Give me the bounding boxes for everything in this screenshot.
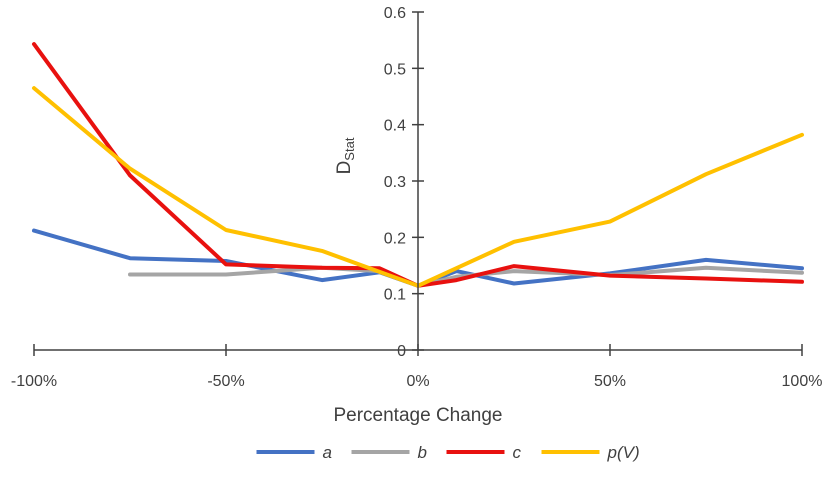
x-tick-label: -100% [11,373,57,390]
y-tick-label: 0.4 [384,118,406,135]
y-tick-label: 0.5 [384,61,406,78]
legend-label: c [513,443,522,462]
legend-label: b [418,443,427,462]
legend: a b c p(V) [256,443,640,462]
y-tick-label: 0.3 [384,174,406,191]
x-axis-title: Percentage Change [333,405,502,426]
y-tick-label: 0 [397,343,406,360]
y-axis-title-subscript: Stat [342,137,357,161]
y-tick-label: 0.2 [384,230,406,247]
legend-label: p(V) [607,443,640,462]
legend-label: a [323,443,332,462]
y-axis-title: DStat [334,137,357,174]
y-axis-title-main: D [334,161,355,175]
y-tick-label: 0.6 [384,5,406,22]
x-tick-label: 100% [782,373,823,390]
y-tick-label: 0.1 [384,287,406,304]
x-tick-label: -50% [207,373,244,390]
x-axis: -100% -50% 0% 50% 100% [11,344,823,390]
y-axis: 0 0.1 0.2 0.3 0.4 0.5 0.6 [384,5,424,360]
x-tick-label: 50% [594,373,626,390]
x-tick-label: 0% [406,373,429,390]
